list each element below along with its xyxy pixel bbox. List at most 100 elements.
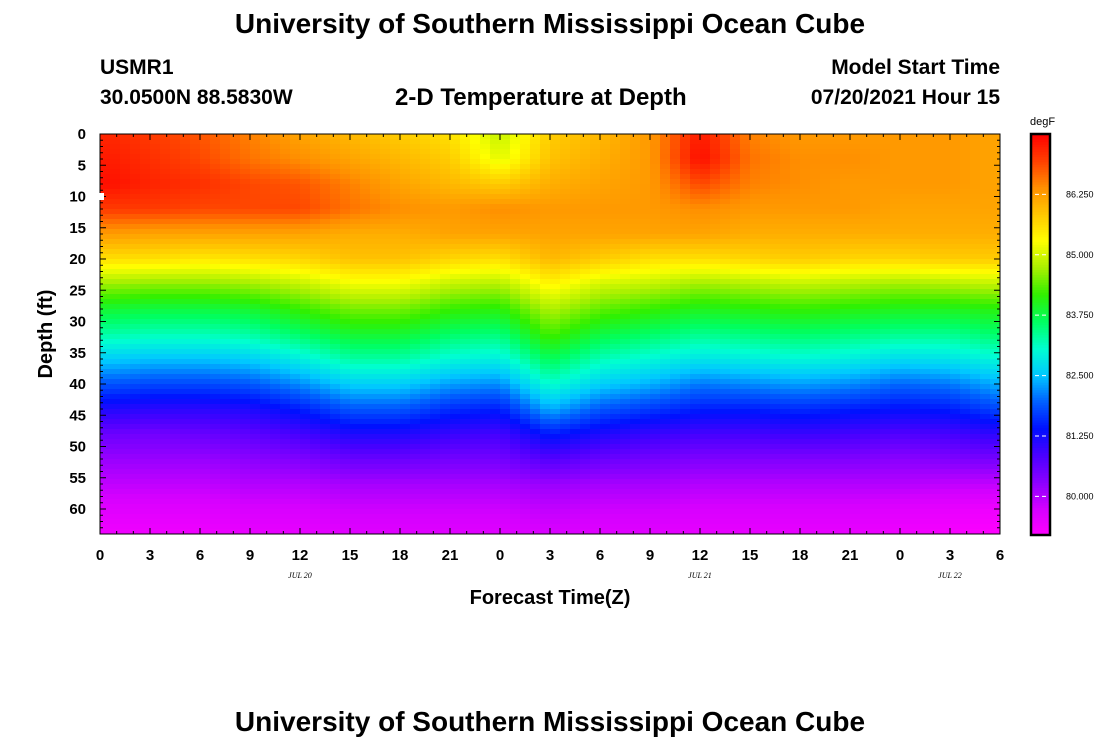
- heatmap-cell: [900, 334, 911, 340]
- heatmap-cell: [480, 324, 491, 330]
- heatmap-cell: [810, 404, 821, 410]
- heatmap-cell: [250, 339, 261, 345]
- heatmap-cell: [470, 144, 481, 150]
- heatmap-cell: [670, 339, 681, 345]
- heatmap-cell: [630, 219, 641, 225]
- heatmap-cell: [770, 184, 781, 190]
- heatmap-cell: [190, 264, 201, 270]
- heatmap-cell: [190, 254, 201, 260]
- heatmap-cell: [210, 164, 221, 170]
- heatmap-cell: [950, 234, 961, 240]
- heatmap-cell: [270, 154, 281, 160]
- heatmap-cell: [710, 269, 721, 275]
- heatmap-cell: [170, 154, 181, 160]
- heatmap-cell: [840, 319, 851, 325]
- heatmap-cell: [830, 374, 841, 380]
- heatmap-cell: [640, 199, 651, 205]
- heatmap-cell: [260, 329, 271, 335]
- heatmap-cell: [990, 289, 1000, 295]
- heatmap-cell: [920, 329, 931, 335]
- heatmap-cell: [940, 339, 951, 345]
- heatmap-cell: [320, 399, 331, 405]
- heatmap-cell: [970, 179, 981, 185]
- heatmap-cell: [100, 349, 111, 355]
- heatmap-cell: [750, 344, 761, 350]
- heatmap-cell: [390, 389, 401, 395]
- heatmap-cell: [950, 164, 961, 170]
- heatmap-cell: [830, 164, 841, 170]
- heatmap-cell: [630, 294, 641, 300]
- heatmap-cell: [250, 279, 261, 285]
- heatmap-cell: [530, 384, 541, 390]
- heatmap-cell: [560, 354, 571, 360]
- heatmap-cell: [270, 209, 281, 215]
- heatmap-cell: [660, 389, 671, 395]
- heatmap-cell: [600, 354, 611, 360]
- heatmap-cell: [530, 249, 541, 255]
- heatmap-cell: [820, 144, 831, 150]
- heatmap-cell: [540, 164, 551, 170]
- heatmap-cell: [730, 254, 741, 260]
- heatmap-cell: [760, 244, 771, 250]
- heatmap-cell: [470, 134, 481, 140]
- heatmap-cell: [710, 199, 721, 205]
- heatmap-cell: [590, 144, 601, 150]
- heatmap-cell: [520, 269, 531, 275]
- heatmap-cell: [390, 139, 401, 145]
- heatmap-cell: [610, 369, 621, 375]
- heatmap-cell: [830, 349, 841, 355]
- heatmap-cell: [850, 259, 861, 265]
- heatmap-cell: [720, 144, 731, 150]
- heatmap-cell: [300, 324, 311, 330]
- heatmap-cell: [810, 194, 821, 200]
- heatmap-cell: [900, 259, 911, 265]
- heatmap-cell: [980, 374, 991, 380]
- heatmap-cell: [620, 144, 631, 150]
- heatmap-cell: [200, 134, 211, 140]
- heatmap-cell: [680, 284, 691, 290]
- heatmap-cell: [850, 399, 861, 405]
- heatmap-cell: [450, 314, 461, 320]
- heatmap-cell: [970, 379, 981, 385]
- heatmap-cell: [700, 279, 711, 285]
- heatmap-cell: [480, 204, 491, 210]
- heatmap-cell: [470, 184, 481, 190]
- heatmap-cell: [300, 299, 311, 305]
- heatmap-cell: [890, 164, 901, 170]
- heatmap-cell: [110, 404, 121, 410]
- heatmap-cell: [770, 144, 781, 150]
- heatmap-cell: [950, 309, 961, 315]
- heatmap-cell: [970, 194, 981, 200]
- heatmap-cell: [730, 224, 741, 230]
- heatmap-cell: [520, 184, 531, 190]
- heatmap-cell: [740, 209, 751, 215]
- heatmap-cell: [450, 309, 461, 315]
- heatmap-cell: [580, 259, 591, 265]
- heatmap-cell: [430, 144, 441, 150]
- heatmap-cell: [500, 179, 511, 185]
- heatmap-cell: [590, 394, 601, 400]
- heatmap-cell: [530, 344, 541, 350]
- heatmap-cell: [290, 379, 301, 385]
- heatmap-cell: [800, 179, 811, 185]
- heatmap-cell: [840, 194, 851, 200]
- heatmap-cell: [700, 284, 711, 290]
- heatmap-cell: [590, 209, 601, 215]
- heatmap-cell: [250, 289, 261, 295]
- heatmap-cell: [820, 259, 831, 265]
- heatmap-cell: [260, 219, 271, 225]
- heatmap-cell: [280, 284, 291, 290]
- heatmap-cell: [740, 304, 751, 310]
- heatmap-cell: [100, 184, 111, 190]
- heatmap-cell: [830, 299, 841, 305]
- heatmap-cell: [640, 389, 651, 395]
- heatmap-cell: [570, 164, 581, 170]
- heatmap-cell: [190, 394, 201, 400]
- heatmap-cell: [840, 289, 851, 295]
- heatmap-cell: [960, 329, 971, 335]
- heatmap-cell: [470, 254, 481, 260]
- heatmap-cell: [370, 359, 381, 365]
- heatmap-cell: [530, 394, 541, 400]
- heatmap-cell: [920, 309, 931, 315]
- heatmap-cell: [720, 254, 731, 260]
